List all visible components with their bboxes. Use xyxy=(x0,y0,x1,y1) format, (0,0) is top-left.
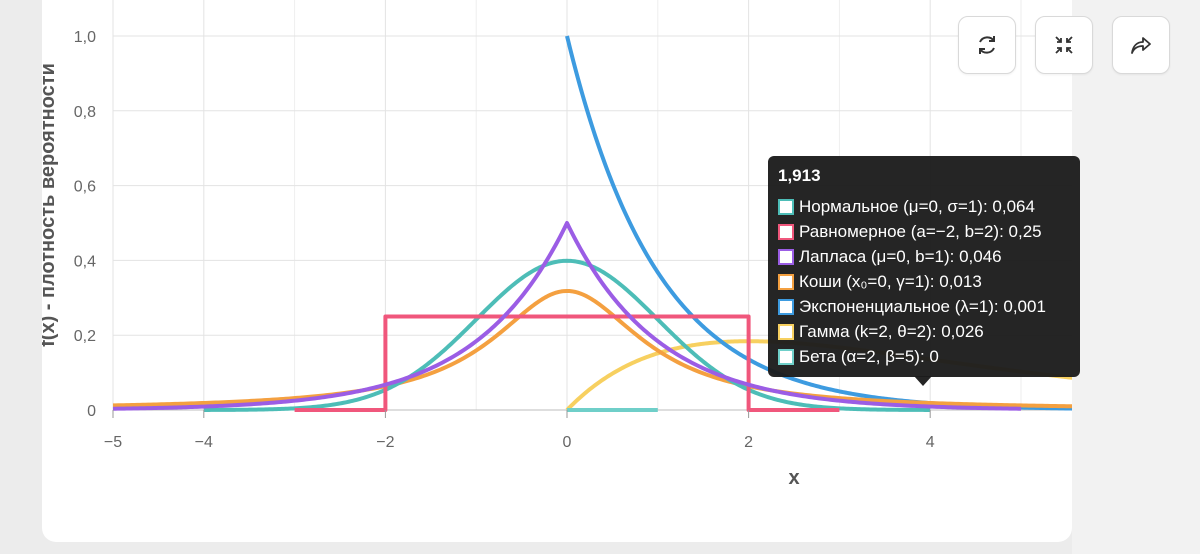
tooltip-row: Бета (α=2, β=5): 0 xyxy=(778,344,1070,369)
share-icon xyxy=(1131,37,1151,54)
share-button[interactable] xyxy=(1112,16,1170,74)
series-line xyxy=(294,314,840,412)
tooltip-swatch xyxy=(778,323,794,340)
y-tick-label: 1,0 xyxy=(74,29,96,46)
axes: −5−4−2024600,20,40,60,81,0xf(x) - плотно… xyxy=(42,29,935,489)
series-layer xyxy=(112,35,1072,412)
tooltip-row: Нормальное (μ=0, σ=1): 0,064 xyxy=(778,194,1070,219)
tooltip-row-label: Бета (α=2, β=5): 0 xyxy=(799,346,939,366)
tooltip-swatch xyxy=(778,248,794,265)
x-tick-label: 4 xyxy=(926,434,935,451)
tooltip-arrow xyxy=(914,376,932,386)
y-axis-title: f(x) - плотность вероятности xyxy=(42,63,59,347)
y-tick-label: 0,2 xyxy=(74,328,96,345)
collapse-icon xyxy=(1055,36,1073,54)
y-tick-label: 0 xyxy=(87,403,96,420)
x-axis-title: x xyxy=(788,467,799,489)
tooltip-swatch xyxy=(778,273,794,290)
side-panel xyxy=(1072,0,1200,554)
tooltip-swatch xyxy=(778,298,794,315)
series-line xyxy=(203,258,931,412)
tooltip-row: Равномерное (a=−2, b=2): 0,25 xyxy=(778,219,1070,244)
tooltip-swatch xyxy=(778,223,794,240)
tooltip-row: Гамма (k=2, θ=2): 0,026 xyxy=(778,319,1070,344)
x-tick-label: −4 xyxy=(195,434,213,451)
collapse-button[interactable] xyxy=(1035,16,1093,74)
tooltip-row-label: Лапласа (μ=0, b=1): 0,046 xyxy=(799,246,1002,266)
tooltip-row-label: Нормальное (μ=0, σ=1): 0,064 xyxy=(799,196,1035,216)
series-line xyxy=(565,35,1072,411)
tooltip-row-label: Равномерное (a=−2, b=2): 0,25 xyxy=(799,221,1042,241)
tooltip-row: Лапласа (μ=0, b=1): 0,046 xyxy=(778,244,1070,269)
tooltip-swatch xyxy=(778,198,794,215)
tooltip-row-label: Экспоненциальное (λ=1): 0,001 xyxy=(799,296,1046,316)
tooltip-rows: Нормальное (μ=0, σ=1): 0,064 Равномерное … xyxy=(778,194,1070,369)
y-tick-label: 0,8 xyxy=(74,104,96,121)
tooltip-x-value: 1,913 xyxy=(778,166,821,185)
x-tick-label: −5 xyxy=(104,434,122,451)
y-tick-label: 0,4 xyxy=(74,253,96,270)
x-tick-label: 0 xyxy=(563,434,572,451)
tooltip-row-label: Коши (x₀=0, γ=1): 0,013 xyxy=(799,271,982,291)
tooltip-row: Экспоненциальное (λ=1): 0,001 xyxy=(778,294,1070,319)
x-tick-label: −2 xyxy=(376,434,394,451)
y-tick-label: 0,6 xyxy=(74,179,96,196)
series-line xyxy=(112,288,1072,409)
tooltip-swatch xyxy=(778,348,794,365)
reset-view-button[interactable] xyxy=(958,16,1016,74)
series-line xyxy=(112,221,1022,411)
tooltip: 1,913 Нормальное (μ=0, σ=1): 0,064 Равном… xyxy=(768,156,1080,377)
refresh-icon xyxy=(979,36,995,54)
tooltip-row: Коши (x₀=0, γ=1): 0,013 xyxy=(778,269,1070,294)
x-tick-label: 2 xyxy=(744,434,753,451)
tooltip-row-label: Гамма (k=2, θ=2): 0,026 xyxy=(799,321,984,341)
